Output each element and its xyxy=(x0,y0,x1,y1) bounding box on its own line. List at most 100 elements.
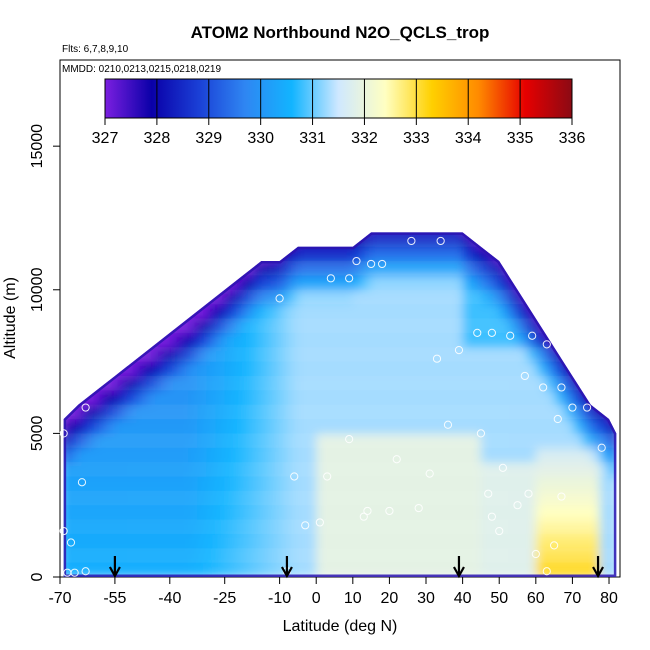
heat-cell xyxy=(407,390,418,406)
heat-cell xyxy=(389,361,400,377)
heat-cell xyxy=(243,246,253,262)
heat-cell xyxy=(133,204,143,219)
heat-cell xyxy=(343,375,354,391)
heat-cell xyxy=(371,490,381,506)
heat-cell xyxy=(197,289,208,305)
heat-cell xyxy=(361,375,372,391)
heat-cell xyxy=(343,361,354,377)
heat-cell xyxy=(526,347,537,363)
heat-cell xyxy=(297,347,308,363)
heat-cell xyxy=(224,261,235,277)
observation-point xyxy=(473,328,482,337)
heat-cell xyxy=(188,232,198,233)
heat-cell xyxy=(526,533,537,549)
heat-cell xyxy=(307,505,317,521)
heat-cell xyxy=(87,246,98,262)
heat-cell xyxy=(316,519,326,535)
heat-cell xyxy=(590,261,601,277)
heat-cell xyxy=(215,419,226,434)
heat-cell xyxy=(288,261,299,277)
heat-cell xyxy=(114,289,125,305)
heat-cell xyxy=(462,505,473,521)
heat-cell xyxy=(508,476,519,492)
heat-cell xyxy=(416,505,427,521)
heat-cell xyxy=(398,447,409,463)
heat-cell xyxy=(224,375,235,391)
colorbar-tick-label: 332 xyxy=(351,130,378,147)
heat-cell xyxy=(288,318,299,334)
heat-cell xyxy=(270,318,281,334)
heat-cell xyxy=(361,433,372,449)
heat-cell xyxy=(389,447,400,463)
heat-cell xyxy=(279,519,290,535)
heat-cell xyxy=(453,289,464,305)
heat-cell xyxy=(252,447,262,463)
heat-cell xyxy=(398,548,409,564)
heat-cell xyxy=(87,433,98,449)
heat-cell xyxy=(362,204,372,219)
heat-cell xyxy=(270,332,281,348)
heat-cell xyxy=(133,548,143,564)
heat-cell xyxy=(563,404,574,420)
heat-cell xyxy=(435,318,445,334)
heat-cell xyxy=(444,375,455,391)
heat-cell xyxy=(243,390,253,406)
heat-cell xyxy=(316,261,326,277)
heat-cell xyxy=(197,204,207,219)
heat-cell xyxy=(535,462,546,478)
heat-cell xyxy=(462,318,473,334)
heat-cell xyxy=(114,433,125,449)
heat-cell xyxy=(325,261,336,277)
heat-cell xyxy=(160,505,171,521)
heat-cell xyxy=(197,433,208,449)
heat-cell xyxy=(609,490,617,506)
heat-cell xyxy=(554,433,564,449)
heat-cell xyxy=(572,533,583,549)
heat-cell xyxy=(234,204,244,219)
heat-cell xyxy=(178,533,189,549)
heat-cell xyxy=(581,347,592,363)
heat-cell xyxy=(563,562,574,577)
heat-cell xyxy=(288,490,299,506)
heat-cell xyxy=(526,562,537,577)
heat-cell xyxy=(517,332,528,348)
colorbar-tick-label: 336 xyxy=(559,130,586,147)
heat-cell xyxy=(316,447,326,463)
heat-cell xyxy=(480,533,491,549)
heat-cell xyxy=(352,361,363,377)
heat-cell xyxy=(517,433,528,449)
heat-cell xyxy=(361,361,372,377)
heat-cell xyxy=(206,447,217,463)
heat-cell xyxy=(169,361,180,377)
heat-cell xyxy=(380,490,391,506)
heat-cell xyxy=(371,204,381,219)
heat-cell xyxy=(371,232,381,233)
heat-cell xyxy=(178,404,189,420)
heat-cell xyxy=(178,505,189,521)
heat-cell xyxy=(233,390,244,406)
heat-cell xyxy=(215,404,226,420)
heat-cell xyxy=(325,232,336,233)
heat-cell xyxy=(462,562,473,577)
heat-cell xyxy=(398,404,409,420)
x-tick-label: 30 xyxy=(417,590,435,607)
heat-cell xyxy=(233,318,244,334)
heat-cell xyxy=(499,246,509,262)
heat-cell xyxy=(307,419,317,434)
heat-cell xyxy=(96,447,107,463)
heat-cell xyxy=(371,332,381,348)
heat-cell xyxy=(462,261,473,277)
heat-cell xyxy=(105,433,116,449)
heat-cell xyxy=(297,261,308,277)
heat-cell xyxy=(563,232,574,248)
heat-cell xyxy=(499,347,509,363)
heat-cell xyxy=(206,490,217,506)
heat-cell xyxy=(544,289,555,305)
heat-cell xyxy=(480,447,491,463)
heat-cell xyxy=(215,318,226,334)
y-axis-label: Altitude (m) xyxy=(2,277,19,359)
heat-cell xyxy=(188,390,198,406)
heat-cell xyxy=(288,476,299,492)
heat-cell xyxy=(161,204,171,219)
heat-cell xyxy=(398,419,409,434)
